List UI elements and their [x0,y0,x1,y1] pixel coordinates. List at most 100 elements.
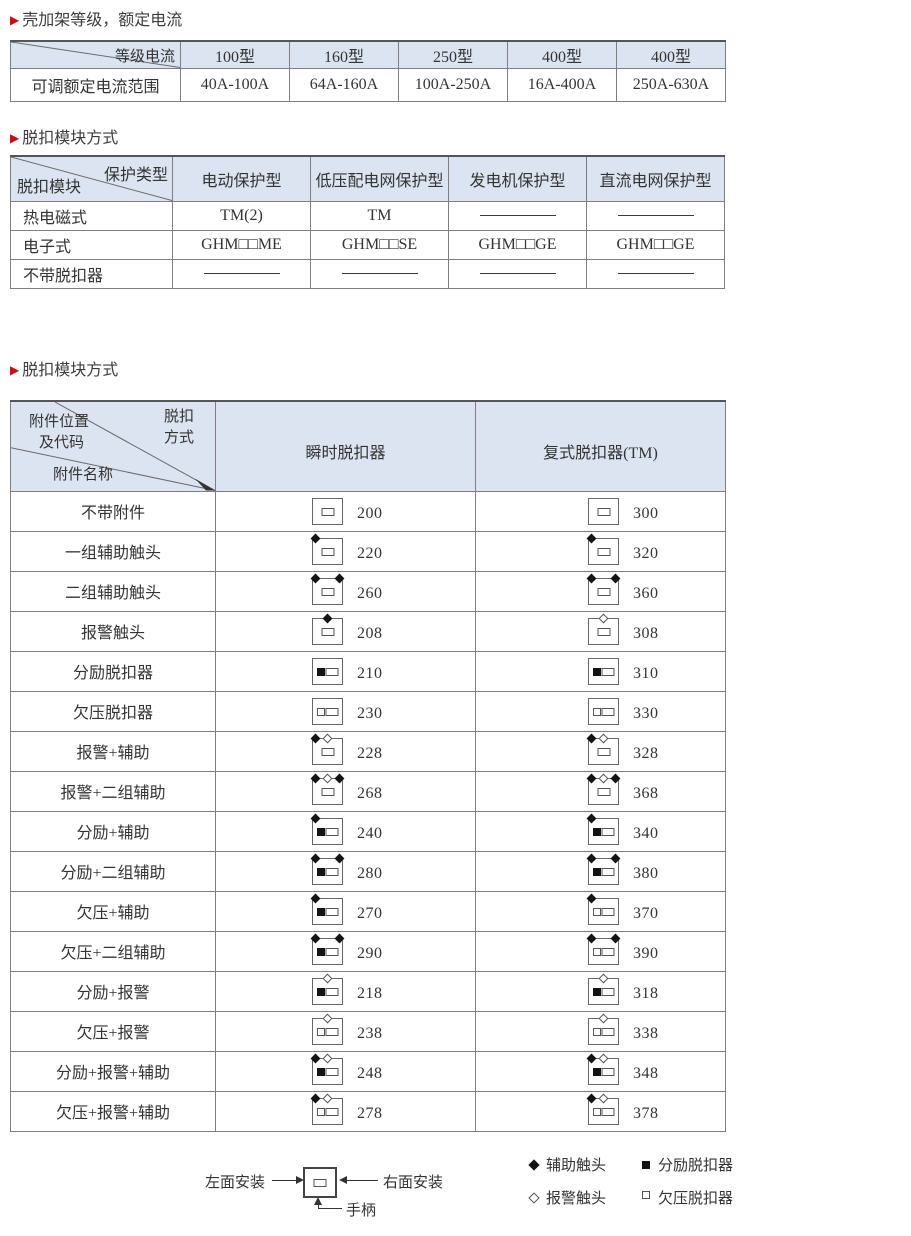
compound-code-cell: 338 [475,1010,726,1052]
symbol-legend: 辅助触头 分励脱扣器报警触头 欠压脱扣器 [528,1154,734,1208]
arrow-line [347,1180,378,1181]
handle-marker [601,1028,615,1037]
aux-contact-marker [586,573,597,583]
instant-code-cell: 238 [215,1010,476,1052]
accessory-icon [312,973,343,1005]
accessory-code: 208 [357,625,383,642]
code-wrap: 268 [216,773,475,805]
dash-line [341,273,418,275]
column-header-instant: 瞬时脱扣器 [215,400,476,492]
accessory-icon [310,533,343,565]
table-row: 保护类型 脱扣模块 电动保护型 低压配电网保护型 发电机保护型 直流电网保护型 [10,155,725,202]
compound-code-cell: 380 [475,850,726,892]
aux-contact-marker [310,893,321,903]
aux-contact-marker [610,933,621,943]
accessory-code-table: 附件位置 及代码 脱扣 方式 附件名称 瞬时脱扣器 复式脱扣器(TM) 不带附件… [10,400,726,1132]
undervoltage-release-marker [593,1028,601,1037]
code-wrap: 218 [216,973,475,1005]
aux-contact-marker [310,813,321,823]
compound-code-cell: 348 [475,1050,726,1092]
accessory-icon [312,1013,343,1045]
handle-marker [325,948,339,957]
accessory-name-cell: 报警+二组辅助 [10,770,216,812]
handle-marker [597,588,610,597]
aux-contact-marker [334,773,345,783]
trip-module-table: 保护类型 脱扣模块 电动保护型 低压配电网保护型 发电机保护型 直流电网保护型 … [10,155,725,289]
alarm-contact-marker [322,1013,333,1023]
accessory-icon [310,933,345,965]
table-row: 附件位置 及代码 脱扣 方式 附件名称 瞬时脱扣器 复式脱扣器(TM) [10,400,726,492]
handle-marker [325,668,339,677]
legend-label: 报警触头 [546,1191,607,1207]
accessory-icon [588,973,619,1005]
code-wrap: 270 [216,893,475,925]
accessory-icon [312,657,343,685]
dash-line [617,273,694,275]
instant-code-cell: 208 [215,610,476,652]
code-wrap: 238 [216,1013,475,1045]
aux-contact-marker [310,773,321,783]
instant-code-cell: 230 [215,690,476,732]
accessory-code: 300 [633,505,659,522]
accessory-name-cell: 欠压+报警+辅助 [10,1090,216,1132]
code-wrap: 390 [476,933,725,965]
trip-table-body: 热电磁式 TM(2) TM 电子式 GHM□□ME GHM□□SE GHM□□GE GHM□□… [10,200,725,289]
accessory-name-cell: 报警+辅助 [10,730,216,772]
aux-contact-marker [610,573,621,583]
code-wrap: 318 [476,973,725,1005]
dash-line [203,273,280,275]
accessory-code: 200 [357,505,383,522]
handle-marker [321,628,334,637]
instant-code-cell: 200 [215,490,476,532]
code-wrap: 348 [476,1053,725,1085]
accessory-icon [310,1093,343,1125]
legend-label: 辅助触头 [546,1158,607,1174]
handle-marker [597,788,610,797]
handle-marker [321,588,334,597]
filled-diamond-icon [528,1158,540,1171]
value-cell [448,200,587,231]
undervoltage-release-marker [593,908,601,917]
code-wrap: 368 [476,773,725,805]
code-wrap: 278 [216,1093,475,1125]
value-cell: 16A-400A [507,67,617,102]
value-cell [310,258,449,289]
table-row: 二组辅助触头 260 360 [10,570,726,612]
accessory-code: 370 [633,905,659,922]
shunt-release-marker [593,1068,601,1077]
aux-contact-marker [310,1053,321,1063]
accessory-icon [312,697,343,725]
column-header: 400型 [507,40,617,69]
code-wrap: 240 [216,813,475,845]
instant-code-cell: 220 [215,530,476,572]
code-wrap: 210 [216,657,475,685]
accessory-name-cell: 一组辅助触头 [10,530,216,572]
section-title-trip-text: 脱扣模块方式 [22,130,119,147]
shunt-release-marker [317,828,325,837]
accessory-icon [312,613,343,645]
table-row: 分励+辅助 240 340 [10,810,726,852]
legend-label: 分励脱扣器 [658,1158,734,1174]
legend-item: 欠压脱扣器 [642,1187,733,1208]
handle-label: 手柄 [346,1203,377,1219]
diagonal-line [11,157,172,201]
accessory-icon [586,813,619,845]
code-wrap: 320 [476,533,725,565]
undervoltage-release-marker [593,948,601,957]
accessory-name-cell: 欠压+辅助 [10,890,216,932]
value-cell: GHM□□ME [172,229,311,260]
accessory-name-cell: 分励+辅助 [10,810,216,852]
aux-contact-marker [310,733,321,743]
code-wrap: 380 [476,853,725,885]
up-arrow-icon [314,1197,322,1205]
table-row: 报警+辅助 228 328 [10,730,726,772]
table-row: 不带脱扣器 [10,258,725,289]
alarm-contact-marker [322,733,333,743]
value-cell [586,200,725,231]
table-row: 欠压+二组辅助 290 390 [10,930,726,972]
value-cell: GHM□□GE [448,229,587,260]
trip-corner-cell: 保护类型 脱扣模块 [10,155,173,202]
arrow-line [272,1180,300,1181]
compound-code-cell: 308 [475,610,726,652]
